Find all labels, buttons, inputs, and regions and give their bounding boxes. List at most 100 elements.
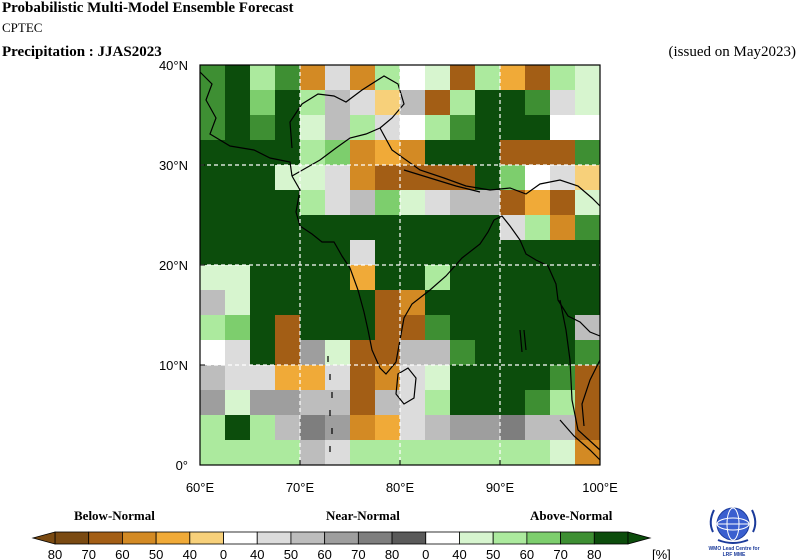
grid-cell (475, 165, 500, 190)
grid-cell (575, 390, 600, 415)
grid-cell (325, 415, 350, 440)
grid-cell (450, 65, 475, 90)
grid-cell (400, 165, 425, 190)
legend-swatch (54, 531, 90, 545)
grid-cell (350, 115, 375, 140)
legend-swatch (391, 531, 427, 545)
grid-cell (425, 115, 450, 140)
legend-tick-label: 50 (149, 547, 163, 560)
legend-swatch (256, 531, 292, 545)
legend-tick-label: 80 (48, 547, 62, 560)
legend-tick-label: 60 (115, 547, 129, 560)
legend-tick-labels: 80 70 60 50 40 0 40 50 60 70 80 0 40 50 60 70 80 [%] (48, 547, 671, 560)
coastlines (199, 71, 601, 461)
grid-cell (275, 440, 300, 465)
grid-cell (325, 115, 350, 140)
grid-cell (525, 215, 550, 240)
grid-cell (525, 90, 550, 115)
grid-cell (300, 115, 325, 140)
grid-cell (250, 115, 275, 140)
gridlines (200, 65, 600, 465)
grid-cell (400, 340, 425, 365)
grid-cell (350, 165, 375, 190)
grid-cell (275, 90, 300, 115)
grid-cell (200, 340, 225, 365)
grid-cell (300, 390, 325, 415)
grid-cell (225, 65, 250, 90)
grid-cell (450, 340, 475, 365)
grid-cell (300, 440, 325, 465)
grid-cell (500, 190, 525, 215)
grid-cell (550, 440, 575, 465)
grid-cell (575, 140, 600, 165)
grid-cell (425, 365, 450, 390)
grid-cell (275, 65, 300, 90)
grid-cell (550, 65, 575, 90)
grid-cell (275, 165, 300, 190)
legend-tick-label: 80 (385, 547, 399, 560)
grid-cell (450, 115, 475, 140)
legend-swatch (189, 531, 224, 545)
legend-arrow-left (31, 531, 56, 545)
grid-cell (500, 440, 525, 465)
legend-tick-label: 40 (452, 547, 466, 560)
grid-cell (250, 365, 275, 390)
grid-cell (350, 440, 375, 465)
grid-cell (525, 415, 550, 440)
grid-cell (250, 65, 275, 90)
grid-cell (325, 140, 350, 165)
grid-cell (550, 390, 575, 415)
lat-tick-label: 30°N (159, 158, 188, 173)
grid-cell (350, 140, 375, 165)
grid-cell (450, 190, 475, 215)
grid-cell (550, 415, 575, 440)
legend-colorbar (31, 531, 652, 545)
grid-cell (325, 390, 350, 415)
grid-cell (575, 165, 600, 190)
grid-cell (475, 140, 500, 165)
grid-cell (575, 65, 600, 90)
legend-swatch (88, 531, 123, 545)
grid-cell (575, 415, 600, 440)
grid-cell (300, 340, 325, 365)
grid-cell (225, 365, 250, 390)
grid-cell (200, 390, 225, 415)
grid-cell (525, 390, 550, 415)
legend-swatch (324, 531, 359, 545)
legend-swatch (290, 531, 326, 545)
grid-cell (575, 90, 600, 115)
grid-cell (200, 65, 225, 90)
grid-cell (575, 315, 600, 340)
grid-cell (225, 340, 250, 365)
lon-tick-label: 80°E (386, 480, 415, 495)
grid-cell (400, 290, 425, 315)
grid-cell (450, 90, 475, 115)
grid-cell (500, 115, 525, 140)
grid-cell (425, 315, 450, 340)
grid-cell (550, 190, 575, 215)
lat-tick-label: 0° (176, 458, 188, 473)
grid-cell (550, 115, 575, 140)
grid-cell (525, 190, 550, 215)
grid-cell (450, 415, 475, 440)
grid-cell (375, 90, 400, 115)
grid-cell (325, 65, 350, 90)
grid-cell (375, 440, 400, 465)
grid-cell (525, 65, 550, 90)
grid-cell (400, 115, 425, 140)
grid-cell (425, 415, 450, 440)
grid-cell (500, 65, 525, 90)
grid-cell (350, 190, 375, 215)
grid-cell (200, 315, 225, 340)
grid-cell (375, 190, 400, 215)
grid-cell (250, 415, 275, 440)
legend-swatch (492, 531, 528, 545)
grid-cell (425, 190, 450, 215)
grid-cell (275, 390, 300, 415)
grid-cell (225, 390, 250, 415)
grid-cell (250, 90, 275, 115)
legend-below-normal: Below-Normal (74, 508, 155, 523)
grid-cell (400, 140, 425, 165)
legend-tick-label: 70 (553, 547, 567, 560)
legend-tick-label: 40 (183, 547, 197, 560)
